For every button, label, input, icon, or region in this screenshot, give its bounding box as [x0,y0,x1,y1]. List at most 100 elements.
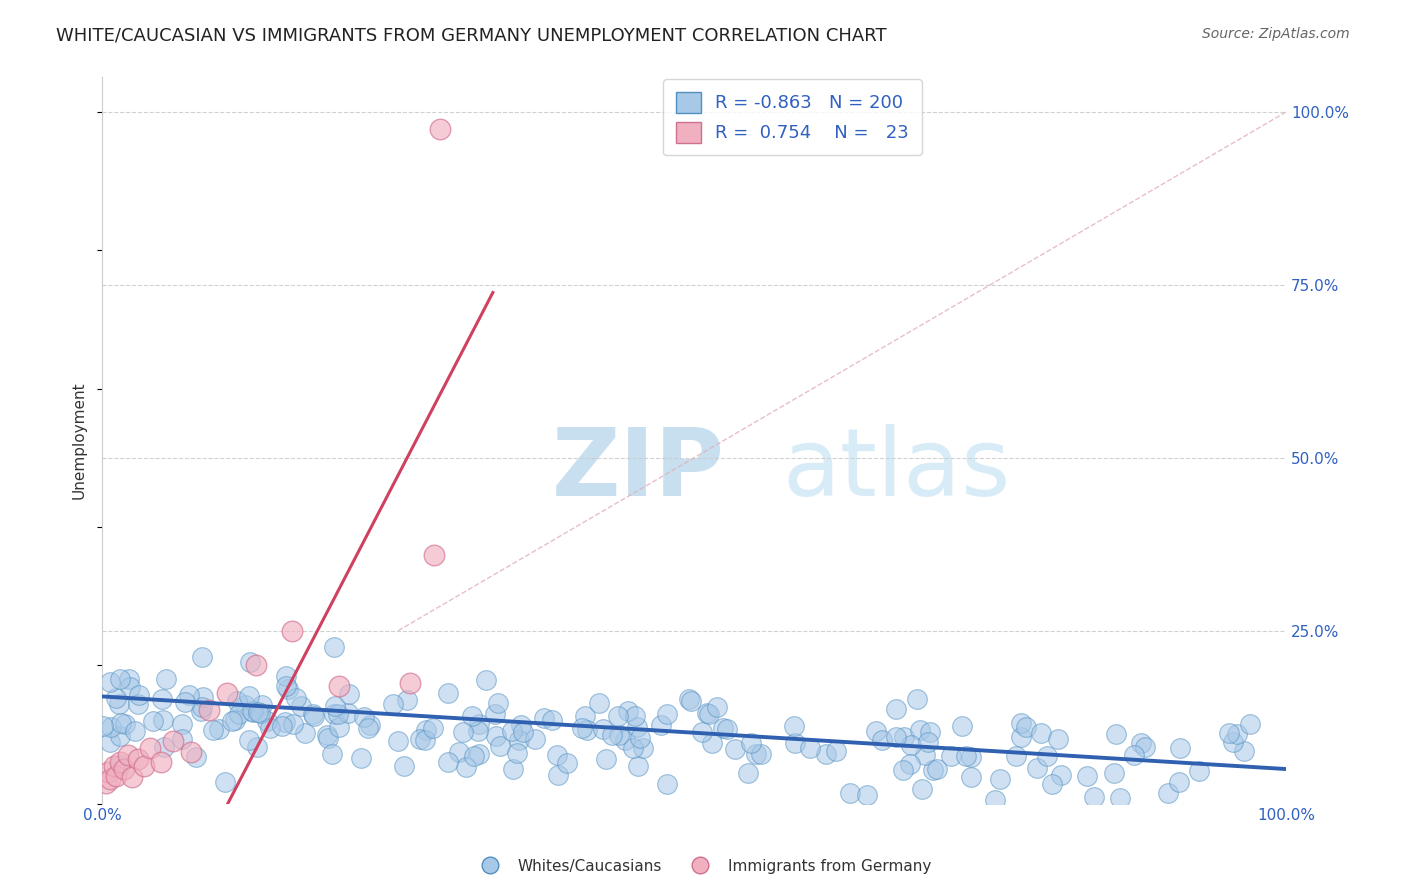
Point [451,725,474,739]
Point [1083,790,1105,805]
Point [870,733,893,747]
Point [621,741,644,756]
Point [595,752,617,766]
Point [387,734,409,748]
Point [959,750,981,764]
Point [523,732,546,747]
Point [1122,748,1144,763]
Point [245,658,267,673]
Point [415,723,437,737]
Point [100,720,122,734]
Point [191,690,214,705]
Point [238,733,260,747]
Point [737,765,759,780]
Point [395,692,418,706]
Point [745,747,768,761]
Point [1005,748,1028,763]
Point [650,718,672,732]
Point [337,706,360,721]
Point [1010,730,1032,744]
Point [108,729,131,743]
Point [502,762,524,776]
Legend: Whites/Caucasians, Immigrants from Germany: Whites/Caucasians, Immigrants from Germa… [468,853,938,880]
Point [221,714,243,728]
Point [706,700,728,714]
Point [1233,744,1256,758]
Point [437,755,460,769]
Point [922,763,945,777]
Text: atlas: atlas [783,424,1011,516]
Point [242,705,264,719]
Point [592,723,614,737]
Point [467,724,489,739]
Point [112,762,135,776]
Point [337,687,360,701]
Point [225,694,247,708]
Point [191,700,214,714]
Point [623,708,645,723]
Point [740,736,762,750]
Point [988,772,1011,786]
Point [484,707,506,722]
Point [114,716,136,731]
Point [541,713,564,727]
Point [150,755,173,769]
Point [546,748,568,763]
Point [950,719,973,733]
Text: ZIP: ZIP [553,424,725,516]
Point [177,689,200,703]
Point [702,736,724,750]
Point [627,759,650,773]
Point [485,729,508,743]
Point [749,747,772,762]
Point [283,716,305,731]
Point [150,692,173,706]
Point [422,548,444,562]
Point [918,724,941,739]
Point [690,725,713,739]
Point [884,730,907,744]
Point [152,714,174,728]
Point [392,759,415,773]
Point [1076,769,1098,783]
Point [118,672,141,686]
Point [357,721,380,735]
Point [271,719,294,733]
Point [711,721,734,735]
Point [454,760,477,774]
Point [240,704,263,718]
Point [138,741,160,756]
Point [328,679,350,693]
Point [127,697,149,711]
Point [911,781,934,796]
Point [359,717,381,731]
Point [108,672,131,686]
Point [302,706,325,721]
Point [256,714,278,728]
Point [117,748,139,763]
Point [381,698,404,712]
Point [571,721,593,735]
Point [246,740,269,755]
Point [461,709,484,723]
Point [437,686,460,700]
Point [475,673,498,687]
Point [152,740,174,755]
Point [105,691,128,706]
Point [824,744,846,758]
Point [274,669,297,683]
Point [228,706,250,721]
Point [328,720,350,734]
Point [486,696,509,710]
Point [277,682,299,697]
Point [799,741,821,756]
Point [124,723,146,738]
Point [697,707,720,722]
Point [422,721,444,735]
Legend: R = -0.863   N = 200, R =  0.754    N =   23: R = -0.863 N = 200, R = 0.754 N = 23 [664,79,922,155]
Point [155,673,177,687]
Point [891,764,914,778]
Point [1105,727,1128,741]
Point [238,690,260,704]
Point [294,726,316,740]
